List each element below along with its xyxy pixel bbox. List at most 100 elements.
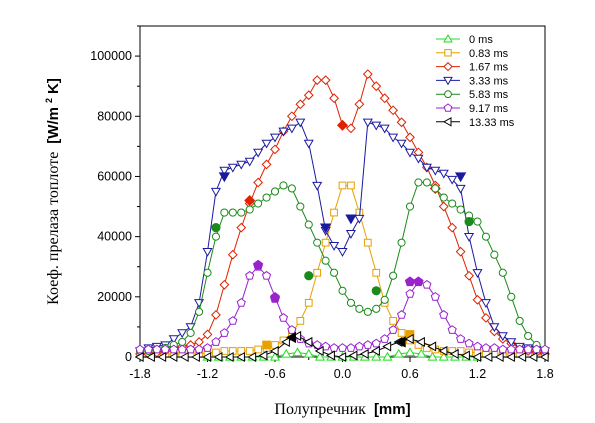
data-point (338, 181, 347, 190)
data-point (348, 350, 358, 361)
data-point (456, 334, 466, 343)
data-point (481, 232, 491, 241)
data-point (472, 269, 483, 278)
data-point (371, 81, 382, 92)
data-point (211, 232, 221, 241)
data-point (472, 351, 482, 363)
data-point (186, 328, 195, 337)
data-point (287, 184, 296, 193)
y-tick-label: 100000 (90, 49, 132, 63)
data-point (177, 344, 187, 354)
data-point-highlight (454, 172, 467, 183)
data-point (430, 292, 440, 301)
data-point-highlight (336, 119, 349, 131)
data-point (313, 268, 322, 277)
data-point (202, 248, 213, 257)
data-point (481, 312, 491, 323)
data-point (211, 309, 221, 320)
data-point (245, 347, 254, 355)
data-point (371, 345, 380, 357)
data-point (186, 344, 196, 354)
data-point (416, 336, 425, 348)
data-point (515, 316, 524, 325)
y-axis-label-unit-sup: 2 (44, 98, 54, 103)
data-point (346, 343, 356, 352)
data-point (292, 330, 302, 341)
data-point (247, 351, 257, 363)
data-point (321, 238, 330, 247)
legend-marker (443, 33, 453, 43)
data-point (379, 124, 390, 134)
data-point (388, 133, 399, 143)
legend: 0 ms 0.83 ms 1.67 ms3.33 ms 5.83 ms 9.17 ms 1… (436, 33, 515, 129)
data-point (371, 351, 382, 361)
data-point (219, 328, 229, 337)
data-point-highlight (371, 286, 381, 296)
data-point (304, 298, 313, 307)
data-point-highlight (319, 223, 332, 234)
data-point (438, 169, 449, 179)
data-point (448, 199, 457, 208)
y-axis-label-unit-prefix: [W/m (45, 107, 62, 144)
data-point (269, 345, 279, 357)
data-point (177, 329, 188, 339)
data-point (346, 298, 356, 307)
data-point-highlight (218, 172, 231, 183)
data-point (489, 343, 499, 352)
legend-label: 13.33 ms (469, 117, 515, 129)
data-point (515, 344, 525, 354)
series-9.17-ms (135, 259, 550, 354)
data-point (337, 248, 348, 257)
data-point (279, 181, 288, 190)
series-line (140, 185, 545, 355)
x-axis-label-text: Полупречник (274, 401, 366, 418)
data-point (396, 139, 407, 149)
data-point (382, 351, 393, 361)
data-point-highlight (269, 292, 281, 303)
data-point (388, 325, 398, 334)
data-point (405, 288, 415, 298)
data-point (371, 121, 382, 131)
data-point (489, 323, 500, 333)
data-point (405, 132, 415, 143)
data-point-highlight (413, 276, 424, 287)
data-point (498, 268, 507, 277)
data-point (439, 310, 449, 319)
data-point (464, 232, 475, 242)
data-point (286, 124, 297, 134)
data-point (346, 123, 356, 134)
data-point (281, 336, 290, 348)
data-point (314, 351, 326, 361)
data-point (329, 242, 340, 251)
data-point (329, 93, 339, 104)
data-point-highlight (211, 223, 221, 233)
data-point (455, 246, 466, 257)
data-point (296, 317, 305, 325)
legend-item: 9.17 ms (436, 103, 509, 115)
data-point (404, 148, 416, 158)
data-point (236, 298, 246, 307)
data-point (320, 75, 331, 86)
data-point (312, 340, 322, 349)
legend-label: 3.33 ms (469, 75, 509, 87)
data-point (507, 292, 516, 301)
x-tick-label: -1.2 (197, 367, 219, 381)
data-point (313, 238, 322, 247)
data-point (321, 256, 330, 265)
data-point (380, 295, 389, 304)
data-point (480, 299, 491, 309)
data-point (447, 175, 458, 185)
legend-label: 1.67 ms (469, 62, 509, 74)
data-point (143, 344, 154, 354)
data-point (326, 350, 335, 361)
data-point (304, 220, 313, 229)
data-point (312, 181, 323, 191)
data-point (227, 249, 238, 260)
data-point (438, 201, 449, 212)
data-point (281, 348, 292, 358)
x-tick-label: 1.8 (536, 367, 553, 381)
data-point (354, 214, 365, 224)
data-point (481, 343, 491, 352)
data-point (202, 343, 213, 352)
data-point (245, 270, 255, 280)
